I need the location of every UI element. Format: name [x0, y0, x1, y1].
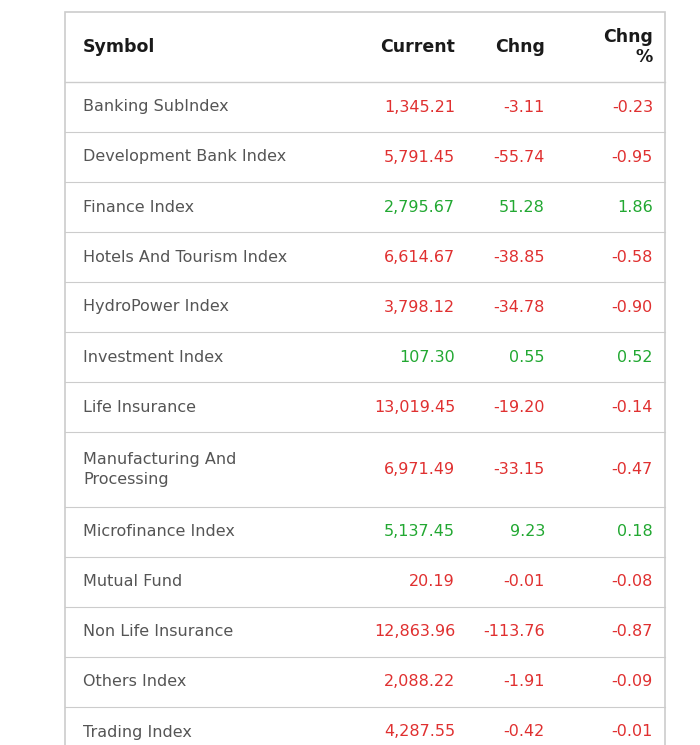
Text: 0.18: 0.18: [617, 524, 653, 539]
Text: -38.85: -38.85: [494, 250, 545, 264]
Text: -1.91: -1.91: [503, 674, 545, 690]
Text: -0.90: -0.90: [612, 299, 653, 314]
Text: -33.15: -33.15: [494, 462, 545, 477]
Text: 5,137.45: 5,137.45: [384, 524, 455, 539]
Text: Chng
%: Chng %: [603, 28, 653, 66]
Text: -3.11: -3.11: [503, 100, 545, 115]
Text: 1,345.21: 1,345.21: [384, 100, 455, 115]
Text: Mutual Fund: Mutual Fund: [83, 574, 182, 589]
Text: 13,019.45: 13,019.45: [374, 399, 455, 414]
Text: Symbol: Symbol: [83, 38, 155, 56]
Text: -0.01: -0.01: [612, 724, 653, 740]
Text: 9.23: 9.23: [510, 524, 545, 539]
Text: Manufacturing And
Processing: Manufacturing And Processing: [83, 452, 237, 486]
Text: Trading Index: Trading Index: [83, 724, 192, 740]
Text: 4,287.55: 4,287.55: [384, 724, 455, 740]
Bar: [65, 12, 665, 745]
Text: -19.20: -19.20: [494, 399, 545, 414]
Text: -0.95: -0.95: [612, 150, 653, 165]
Text: -0.87: -0.87: [612, 624, 653, 639]
Text: -0.09: -0.09: [612, 674, 653, 690]
Text: 0.55: 0.55: [510, 349, 545, 364]
Text: -34.78: -34.78: [494, 299, 545, 314]
Text: -0.14: -0.14: [612, 399, 653, 414]
Text: 0.52: 0.52: [617, 349, 653, 364]
Text: 3,798.12: 3,798.12: [384, 299, 455, 314]
Text: Microfinance Index: Microfinance Index: [83, 524, 235, 539]
Text: 1.86: 1.86: [617, 200, 653, 215]
Text: 2,795.67: 2,795.67: [384, 200, 455, 215]
Text: -0.08: -0.08: [612, 574, 653, 589]
Text: 20.19: 20.19: [410, 574, 455, 589]
Text: -0.47: -0.47: [612, 462, 653, 477]
Text: Hotels And Tourism Index: Hotels And Tourism Index: [83, 250, 287, 264]
Text: Chng: Chng: [495, 38, 545, 56]
Text: Investment Index: Investment Index: [83, 349, 223, 364]
Text: Banking SubIndex: Banking SubIndex: [83, 100, 229, 115]
Text: -0.01: -0.01: [503, 574, 545, 589]
Text: 6,971.49: 6,971.49: [384, 462, 455, 477]
Text: Development Bank Index: Development Bank Index: [83, 150, 286, 165]
Text: 2,088.22: 2,088.22: [384, 674, 455, 690]
Text: -0.23: -0.23: [612, 100, 653, 115]
Text: HydroPower Index: HydroPower Index: [83, 299, 229, 314]
Text: 5,791.45: 5,791.45: [384, 150, 455, 165]
Text: Non Life Insurance: Non Life Insurance: [83, 624, 233, 639]
Text: -113.76: -113.76: [484, 624, 545, 639]
Text: 51.28: 51.28: [499, 200, 545, 215]
Text: 6,614.67: 6,614.67: [384, 250, 455, 264]
Text: Finance Index: Finance Index: [83, 200, 194, 215]
Text: Others Index: Others Index: [83, 674, 186, 690]
Text: -0.42: -0.42: [504, 724, 545, 740]
Text: Life Insurance: Life Insurance: [83, 399, 196, 414]
Text: 12,863.96: 12,863.96: [374, 624, 455, 639]
Text: -55.74: -55.74: [494, 150, 545, 165]
Text: -0.58: -0.58: [612, 250, 653, 264]
Text: Current: Current: [380, 38, 455, 56]
Text: 107.30: 107.30: [399, 349, 455, 364]
